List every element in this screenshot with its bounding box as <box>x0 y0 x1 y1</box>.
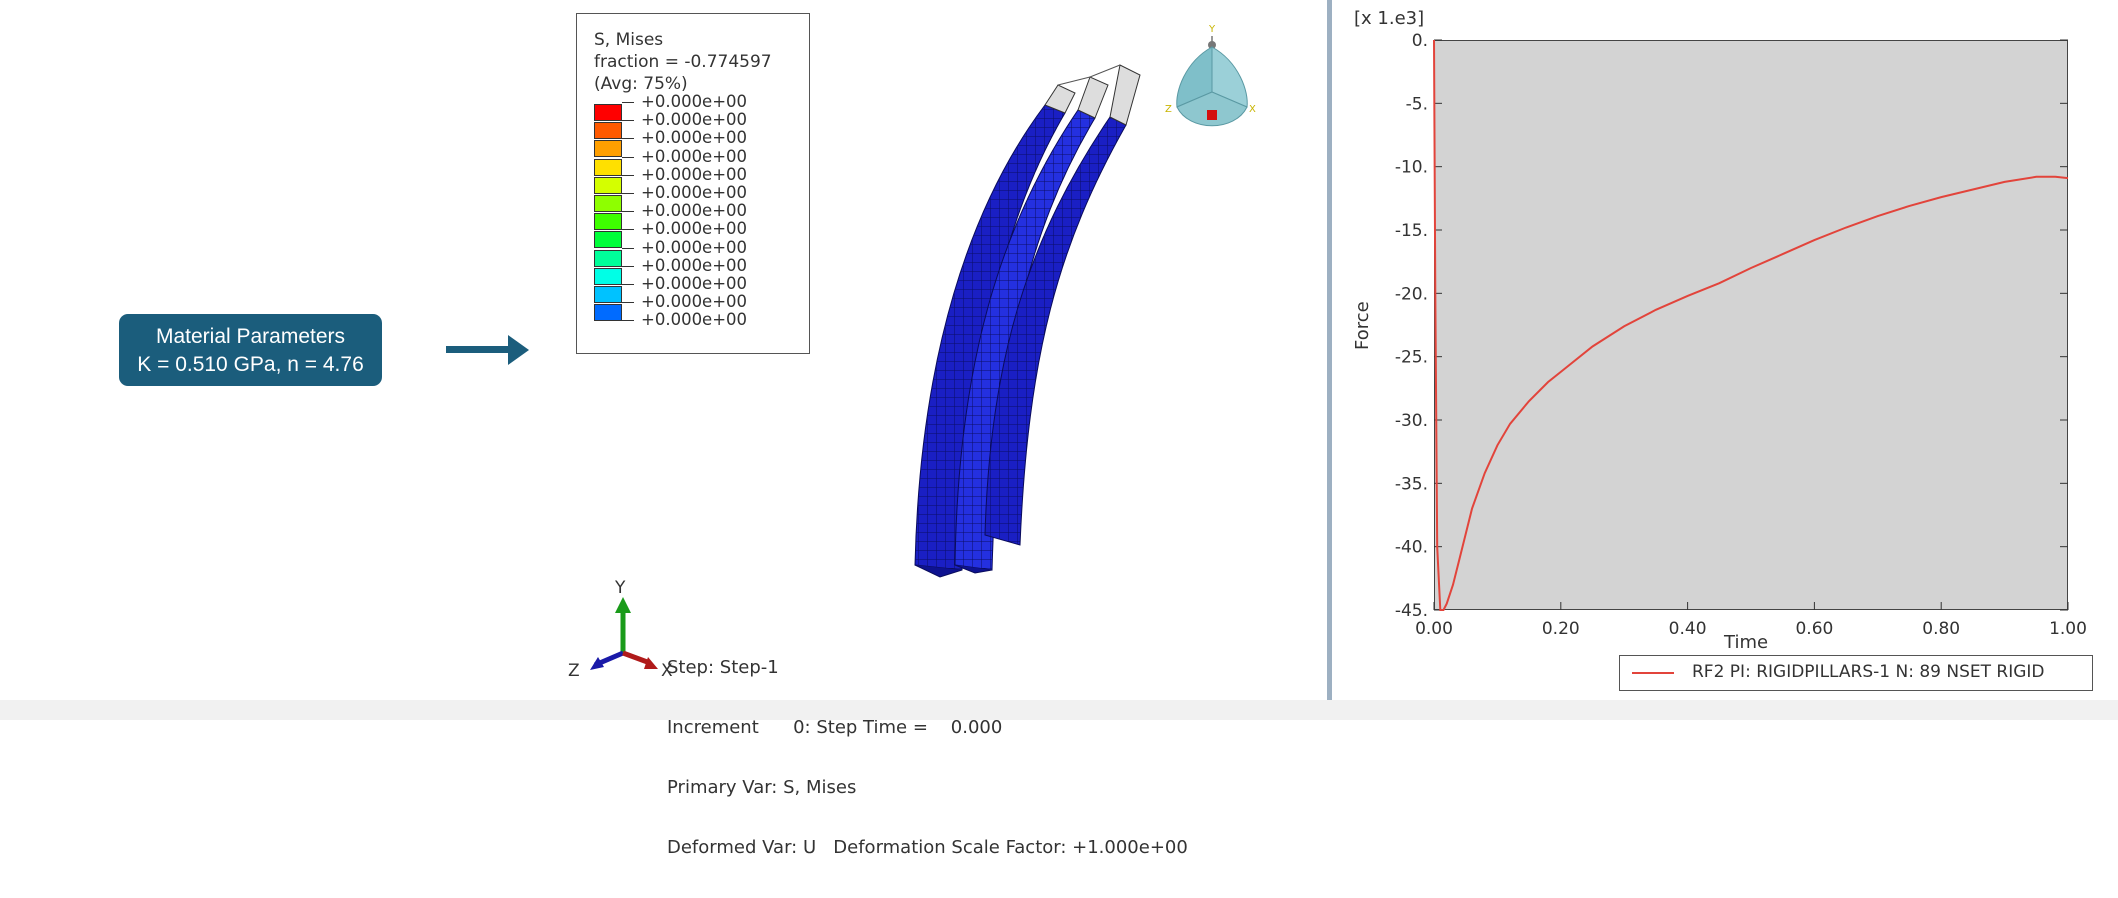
right-arrow-shaft <box>446 346 516 353</box>
deformed-var-label: Deformed Var: U Deformation Scale Factor… <box>667 837 1188 858</box>
bottom-strip <box>0 700 2118 720</box>
legend-tick <box>622 102 634 103</box>
legend-level-value: +0.000e+00 <box>641 237 748 257</box>
x-tick-label: 1.00 <box>2049 619 2087 639</box>
legend-tick <box>622 156 634 158</box>
legend-tick <box>622 247 634 249</box>
series-line <box>1433 39 2069 611</box>
legend-level-value: +0.000e+00 <box>641 201 748 221</box>
plot-area <box>1434 40 2068 610</box>
legend-color-swatch <box>594 231 622 249</box>
legend-tick <box>622 138 634 140</box>
legend-level-value: +0.000e+00 <box>641 255 748 275</box>
legend-tick <box>622 120 634 122</box>
legend-level-value: +0.000e+00 <box>641 110 748 130</box>
triad-x-label: X <box>661 661 673 681</box>
legend-color-swatch <box>594 304 622 322</box>
legend-level-value: +0.000e+00 <box>641 146 748 166</box>
legend-tick <box>622 193 634 194</box>
y-tick-label: -10. <box>1395 158 1428 178</box>
x-tick-label: 0.20 <box>1542 619 1580 639</box>
legend-averaging: (Avg: 75%) <box>594 74 688 94</box>
triad-z-label: Z <box>568 661 580 681</box>
legend-tick <box>622 174 634 176</box>
legend-level-value: +0.000e+00 <box>641 92 748 111</box>
view-cube-widget[interactable]: Y Z X <box>1165 22 1260 142</box>
legend-color-swatch <box>594 249 622 267</box>
view-cube-marker <box>1207 110 1217 120</box>
y-tick-label: -20. <box>1395 284 1428 304</box>
legend-level-value: +0.000e+00 <box>641 219 748 239</box>
x-tick-label: 0.40 <box>1669 619 1707 639</box>
contour-legend: S, Mises fraction = -0.774597 (Avg: 75%)… <box>576 13 810 354</box>
y-tick-label: -25. <box>1395 348 1428 368</box>
x-tick-label: 0.00 <box>1415 619 1453 639</box>
x-tick-label: 0.60 <box>1795 619 1833 639</box>
primary-var-label: Primary Var: S, Mises <box>667 777 857 798</box>
legend-level-value: +0.000e+00 <box>641 164 748 184</box>
viewport-separator <box>1327 0 1332 700</box>
deformed-beam-model <box>914 64 1141 578</box>
legend-color-swatch <box>594 104 622 121</box>
view-cube-z-label: Z <box>1165 104 1172 115</box>
view-cube-y-label: Y <box>1208 24 1216 35</box>
legend-level-value: +0.000e+00 <box>641 292 748 312</box>
material-parameters-values: K = 0.510 GPa, n = 4.76 <box>137 353 364 376</box>
chart-legend: RF2 PI: RIGIDPILLARS-1 N: 89 NSET RIGID <box>1619 655 2093 691</box>
increment-label: Increment 0: Step Time = 0.000 <box>667 717 1003 738</box>
legend-fraction: fraction = -0.774597 <box>594 52 772 72</box>
legend-color-swatch <box>594 267 622 285</box>
legend-series-name: RF2 PI: RIGIDPILLARS-1 N: 89 NSET RIGID <box>1692 662 2045 682</box>
legend-level-value: +0.000e+00 <box>641 274 748 293</box>
right-arrow-icon <box>508 335 529 365</box>
screenshot-stage: Material Parameters K = 0.510 GPa, n = 4… <box>0 0 2118 858</box>
y-tick-label: -30. <box>1395 411 1428 431</box>
chart-svg: 0.00 0.20 0.40 0.60 0.80 1.00 0. -5. -10. -15. -20… <box>1395 31 2087 639</box>
legend-color-swatch <box>594 158 622 176</box>
legend-tick <box>622 284 634 285</box>
y-tick-label: -5. <box>1406 94 1428 114</box>
legend-tick <box>622 302 634 304</box>
y-tick-label: 0. <box>1412 31 1428 51</box>
force-time-chart: [x 1.e3] Force 0.00 0.20 0.40 0.60 0.80 1.00 0… <box>1332 0 2118 700</box>
legend-tick <box>622 320 634 322</box>
step-label: Step: Step-1 <box>667 657 779 678</box>
legend-tick <box>622 265 634 267</box>
legend-series-swatch <box>1632 672 1674 674</box>
y-tick-label: -15. <box>1395 221 1428 241</box>
material-parameters-title: Material Parameters <box>155 325 346 348</box>
y-tick-label: -45. <box>1395 601 1428 621</box>
legend-level-value: +0.000e+00 <box>641 128 748 148</box>
legend-color-swatch <box>594 195 622 212</box>
legend-title: S, Mises <box>594 30 664 50</box>
x-tick-label: 0.80 <box>1922 619 1960 639</box>
legend-level-value: +0.000e+00 <box>641 310 748 330</box>
legend-color-swatch <box>594 140 622 158</box>
legend-tick <box>622 211 634 213</box>
legend-color-swatch <box>594 213 622 231</box>
step-info-block: Step: Step-1 Increment 0: Step Time = 0.… <box>667 618 1188 898</box>
legend-color-swatch <box>594 286 622 303</box>
material-parameters-box: Material Parameters K = 0.510 GPa, n = 4… <box>119 314 382 386</box>
view-cube-x-label: X <box>1249 104 1256 115</box>
y-tick-label: -35. <box>1395 474 1428 494</box>
legend-color-swatch <box>594 176 622 194</box>
legend-level-value: +0.000e+00 <box>641 183 748 202</box>
legend-color-swatch <box>594 122 622 140</box>
legend-tick <box>622 229 634 231</box>
x-axis-label: Time <box>1724 632 1769 653</box>
axis-multiplier-label: [x 1.e3] <box>1354 8 1425 29</box>
axis-triad: Y Z X <box>568 578 673 681</box>
triad-y-label: Y <box>614 578 626 598</box>
y-tick-label: -40. <box>1395 538 1428 558</box>
